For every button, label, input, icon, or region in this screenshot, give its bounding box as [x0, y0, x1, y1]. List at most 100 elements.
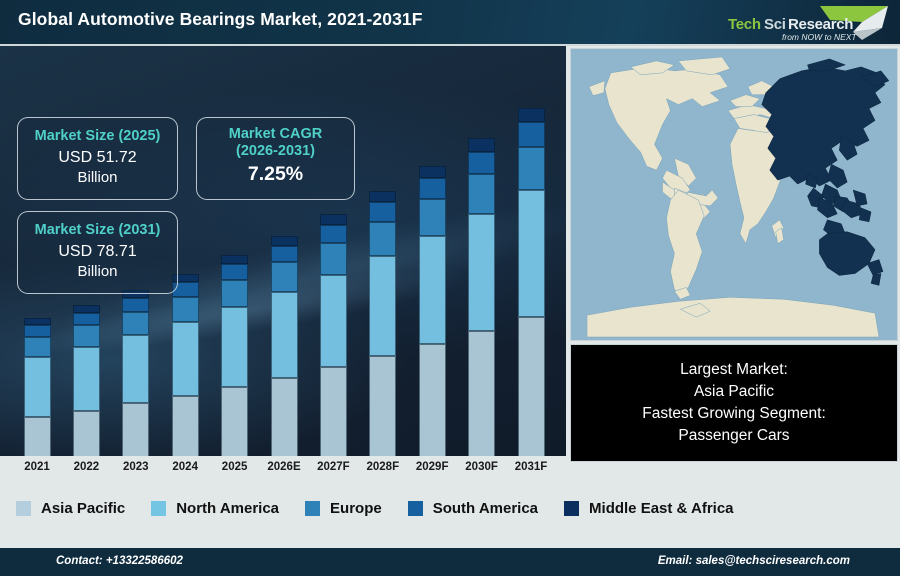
segment-north-america	[468, 213, 496, 331]
market-size-2031-label: Market Size (2031)	[34, 222, 161, 238]
bar-2030F	[468, 138, 496, 484]
legend-item-europe[interactable]: Europe	[305, 500, 382, 517]
x-tick-2021: 2021	[24, 461, 50, 473]
segment-north-america	[221, 307, 249, 387]
legend-swatch-icon	[305, 500, 321, 516]
segment-middle-east-africa	[418, 165, 446, 178]
x-tick-2022: 2022	[73, 461, 100, 473]
bar-2026E	[270, 236, 298, 484]
x-tick-2028F: 2028F	[366, 461, 400, 473]
legend-swatch-icon	[151, 500, 167, 516]
segment-middle-east-africa	[369, 191, 397, 203]
x-tick-2024: 2024	[172, 461, 198, 473]
segment-middle-east-africa	[122, 290, 150, 298]
legend-item-middle-east-africa[interactable]: Middle East & Africa	[564, 499, 734, 517]
chart-legend: Asia Pacific North America Europe South Ame…	[0, 484, 900, 532]
segment-europe	[319, 242, 347, 275]
footer-email: Email: sales@techsciresearch.com	[657, 555, 850, 567]
largest-market-value: Asia Pacific	[693, 383, 775, 400]
market-cagr-label: Market CAGR	[228, 126, 323, 142]
chart-panel: Market Size (2025) USD 51.72 Billion Mar…	[0, 46, 566, 484]
segment-north-america	[72, 347, 100, 411]
x-tick-2029F: 2029F	[415, 461, 449, 473]
svg-text:Tech: Tech	[728, 16, 761, 33]
bar-2031F	[517, 108, 545, 484]
segment-south-america	[72, 312, 100, 326]
techsci-research-logo: Tech Sci Research from NOW to NEXT	[712, 2, 892, 44]
header-bar: Global Automotive Bearings Market, 2021-…	[0, 0, 900, 46]
market-size-2031-unit: Billion	[77, 262, 118, 280]
segment-europe	[369, 221, 397, 257]
legend-item-north-america[interactable]: North America	[151, 500, 279, 517]
market-size-2031-value: USD 78.71	[58, 243, 137, 261]
legend-swatch-icon	[16, 500, 31, 516]
market-cagr-period: (2026-2031)	[236, 143, 315, 160]
x-tick-2027F: 2027F	[317, 461, 350, 473]
segment-middle-east-africa	[171, 273, 199, 282]
legend-swatch-icon	[564, 500, 580, 516]
legend-item-asia-pacific[interactable]: Asia Pacific	[16, 500, 125, 517]
segment-europe	[468, 174, 496, 214]
segment-europe	[171, 296, 199, 322]
svg-text:Research: Research	[788, 16, 853, 33]
segment-middle-east-africa	[468, 138, 496, 152]
segment-north-america	[270, 291, 298, 378]
bar-2023	[122, 290, 150, 484]
x-tick-2031F: 2031F	[514, 461, 548, 473]
bar-2028F	[369, 191, 397, 484]
segment-middle-east-africa	[221, 255, 249, 265]
segment-europe	[122, 311, 150, 336]
market-size-2025-value: USD 51.72	[58, 149, 137, 167]
segment-north-america	[319, 274, 347, 368]
segment-north-america	[517, 189, 545, 317]
x-tick-2026E: 2026E	[267, 461, 301, 473]
svg-text:Sci: Sci	[764, 16, 786, 33]
segment-south-america	[23, 324, 51, 337]
segment-middle-east-africa	[23, 318, 51, 325]
segment-europe	[517, 146, 545, 190]
segment-south-america	[270, 245, 298, 263]
svg-text:from NOW to NEXT: from NOW to NEXT	[782, 32, 857, 42]
segment-south-america	[418, 177, 446, 199]
segment-north-america	[418, 235, 446, 344]
market-size-2025-card: Market Size (2025) USD 51.72 Billion	[17, 117, 178, 200]
segment-europe	[418, 198, 446, 236]
x-axis-labels: 2021 2022 2023 2024 2025 2026E 2027F 2028F 2029F…	[0, 456, 566, 484]
segment-europe	[23, 336, 51, 358]
legend-label: Middle East & Africa	[589, 499, 734, 517]
x-tick-2025: 2025	[221, 461, 248, 473]
page-title: Global Automotive Bearings Market, 2021-…	[18, 9, 423, 29]
world-map	[570, 48, 898, 341]
legend-label: North America	[176, 499, 280, 517]
market-size-2031-card: Market Size (2031) USD 78.71 Billion	[17, 211, 178, 294]
market-size-2025-label: Market Size (2025)	[34, 128, 161, 144]
market-cagr-value: 7.25%	[247, 163, 304, 186]
segment-south-america	[369, 202, 397, 222]
market-size-2025-unit: Billion	[77, 168, 118, 186]
segment-north-america	[23, 357, 51, 417]
segment-europe	[72, 325, 100, 348]
segment-north-america	[171, 321, 199, 396]
fastest-growing-segment-label: Fastest Growing Segment:	[642, 405, 826, 422]
segment-north-america	[369, 256, 397, 357]
footer-bar: Contact: +13322586602 Email: sales@techs…	[0, 548, 900, 576]
segment-south-america	[122, 298, 150, 312]
legend-label: Europe	[330, 499, 382, 517]
fastest-growing-segment-value: Passenger Cars	[678, 427, 790, 444]
bar-2025	[221, 255, 249, 484]
market-highlights-callout: Largest Market: Asia Pacific Fastest Gro…	[570, 344, 898, 462]
legend-label: South America	[432, 499, 539, 517]
legend-label: Asia Pacific	[41, 499, 126, 517]
footer-contact: Contact: +13322586602	[56, 555, 183, 567]
segment-europe	[221, 279, 249, 308]
x-tick-2030F: 2030F	[465, 461, 498, 473]
segment-south-america	[221, 264, 249, 280]
largest-market-label: Largest Market:	[680, 361, 788, 378]
legend-swatch-icon	[407, 500, 423, 516]
x-tick-2023: 2023	[123, 461, 149, 473]
legend-item-south-america[interactable]: South America	[407, 499, 539, 517]
segment-middle-east-africa	[319, 214, 347, 225]
bar-2024	[171, 273, 199, 484]
bar-2029F	[418, 165, 446, 484]
